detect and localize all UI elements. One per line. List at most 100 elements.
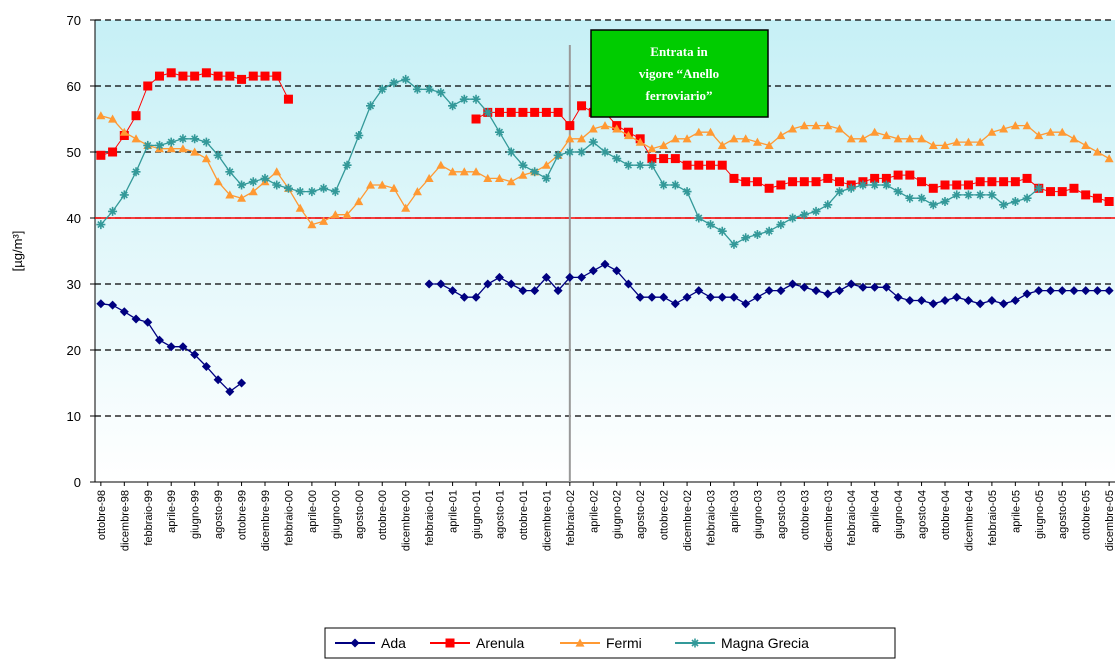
point [588, 137, 598, 147]
point [717, 160, 727, 170]
point [471, 114, 481, 124]
x-tick-label: dicembre-98 [119, 490, 131, 551]
point [1046, 127, 1056, 136]
point [330, 187, 340, 197]
point [952, 180, 962, 190]
point [1069, 183, 1079, 193]
point [213, 177, 223, 186]
point [1022, 121, 1032, 130]
point [1057, 286, 1067, 296]
point [307, 187, 317, 197]
point [858, 180, 868, 190]
x-tick-label: agosto-04 [917, 490, 929, 539]
point [225, 71, 235, 81]
point [518, 170, 528, 179]
point [823, 173, 833, 183]
x-tick-label: agosto-03 [776, 490, 788, 539]
point [917, 296, 927, 305]
point [846, 134, 856, 143]
point [178, 71, 188, 81]
point [108, 147, 118, 157]
point [647, 292, 657, 302]
x-tick-label: ottobre-04 [940, 490, 952, 540]
point [154, 335, 164, 345]
point [940, 180, 950, 190]
point [201, 362, 211, 371]
point [752, 137, 762, 146]
point [612, 124, 622, 133]
point [659, 154, 669, 164]
point [1057, 127, 1067, 136]
point [729, 239, 739, 249]
point [108, 114, 118, 123]
point [319, 183, 329, 193]
point [108, 206, 118, 216]
point [834, 124, 844, 133]
legend-label: Arenula [476, 635, 524, 651]
point [729, 134, 739, 143]
point [471, 94, 481, 104]
point [506, 279, 516, 289]
point [694, 286, 704, 296]
point [1034, 286, 1044, 296]
point [1010, 197, 1020, 206]
point [741, 233, 751, 243]
point [917, 193, 927, 203]
point [272, 167, 282, 176]
point [201, 154, 211, 163]
point [143, 81, 153, 91]
point [577, 101, 587, 111]
point [565, 134, 575, 143]
point [1022, 193, 1032, 203]
point [870, 173, 880, 183]
point [143, 317, 153, 327]
x-tick-label: febbraio-00 [283, 490, 295, 546]
point [166, 68, 176, 78]
point [963, 296, 973, 305]
point [401, 203, 411, 212]
point [706, 220, 716, 230]
point [905, 193, 915, 203]
x-tick-label: dicembre-00 [401, 490, 413, 551]
point [459, 292, 469, 302]
point [506, 147, 516, 157]
x-tick-label: agosto-00 [354, 490, 366, 539]
point [1046, 187, 1056, 197]
point [893, 170, 903, 180]
point [1010, 121, 1020, 130]
point [96, 150, 106, 160]
point [166, 144, 176, 153]
point [1069, 286, 1079, 296]
x-tick-label: giugno-01 [471, 490, 483, 539]
point [530, 286, 540, 296]
point [928, 140, 938, 149]
point [670, 134, 680, 143]
point [131, 134, 141, 143]
point [1010, 296, 1020, 305]
point [788, 177, 798, 187]
point [575, 638, 585, 647]
point [917, 134, 927, 143]
point [541, 107, 551, 117]
point [366, 101, 376, 111]
point [96, 299, 106, 309]
point [682, 134, 692, 143]
legend-label: Fermi [606, 635, 642, 651]
point [190, 147, 200, 156]
point [330, 210, 340, 219]
point [834, 286, 844, 296]
annotation-text: vigore “Anello [639, 66, 719, 81]
point [917, 177, 927, 187]
point [178, 134, 188, 144]
point [635, 137, 645, 146]
point [1081, 140, 1091, 149]
legend: Ada Arenula Fermi Magna Grecia [324, 627, 896, 659]
point [483, 173, 493, 182]
point [131, 111, 141, 121]
point [717, 140, 727, 149]
point [776, 180, 786, 190]
point [448, 101, 458, 111]
point [893, 292, 903, 302]
